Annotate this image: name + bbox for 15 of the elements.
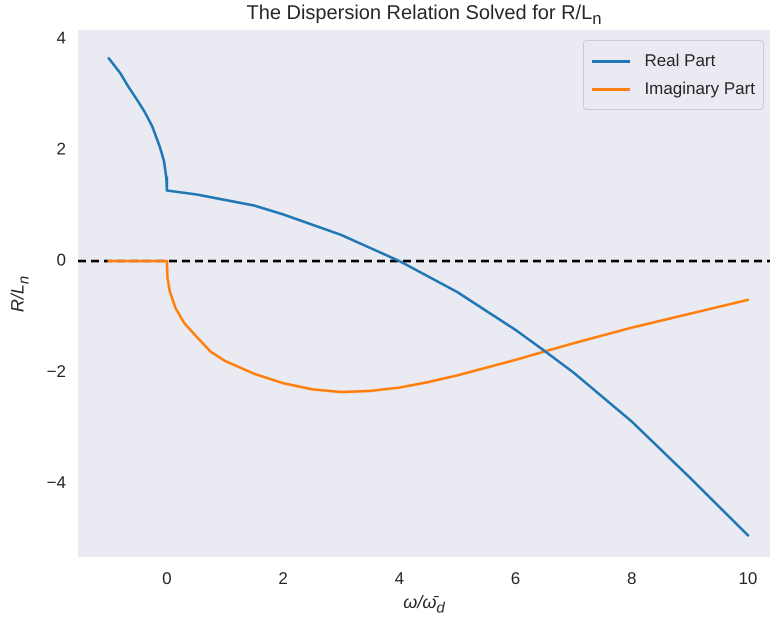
x-tick-label: 0: [162, 568, 172, 588]
chart-title: The Dispersion Relation Solved for R/L$_{n}$: [246, 2, 602, 29]
x-tick-label: 8: [626, 568, 636, 588]
y-tick-label: 2: [56, 140, 66, 159]
x-tick-label: 4: [394, 568, 404, 588]
y-tick-label: −2: [46, 362, 66, 381]
x-axis-title: ω/ω̄$_{d}$: [402, 592, 446, 617]
legend-label: Imaginary Part: [644, 79, 755, 99]
legend-label: Real Part: [644, 51, 716, 71]
y-tick-label: 4: [56, 28, 66, 48]
x-tick-label: 6: [510, 568, 520, 588]
x-tick-label: 2: [278, 568, 288, 588]
y-tick-label: 0: [56, 250, 66, 270]
x-tick-label: 10: [738, 568, 758, 588]
y-tick-label: −4: [46, 472, 66, 492]
